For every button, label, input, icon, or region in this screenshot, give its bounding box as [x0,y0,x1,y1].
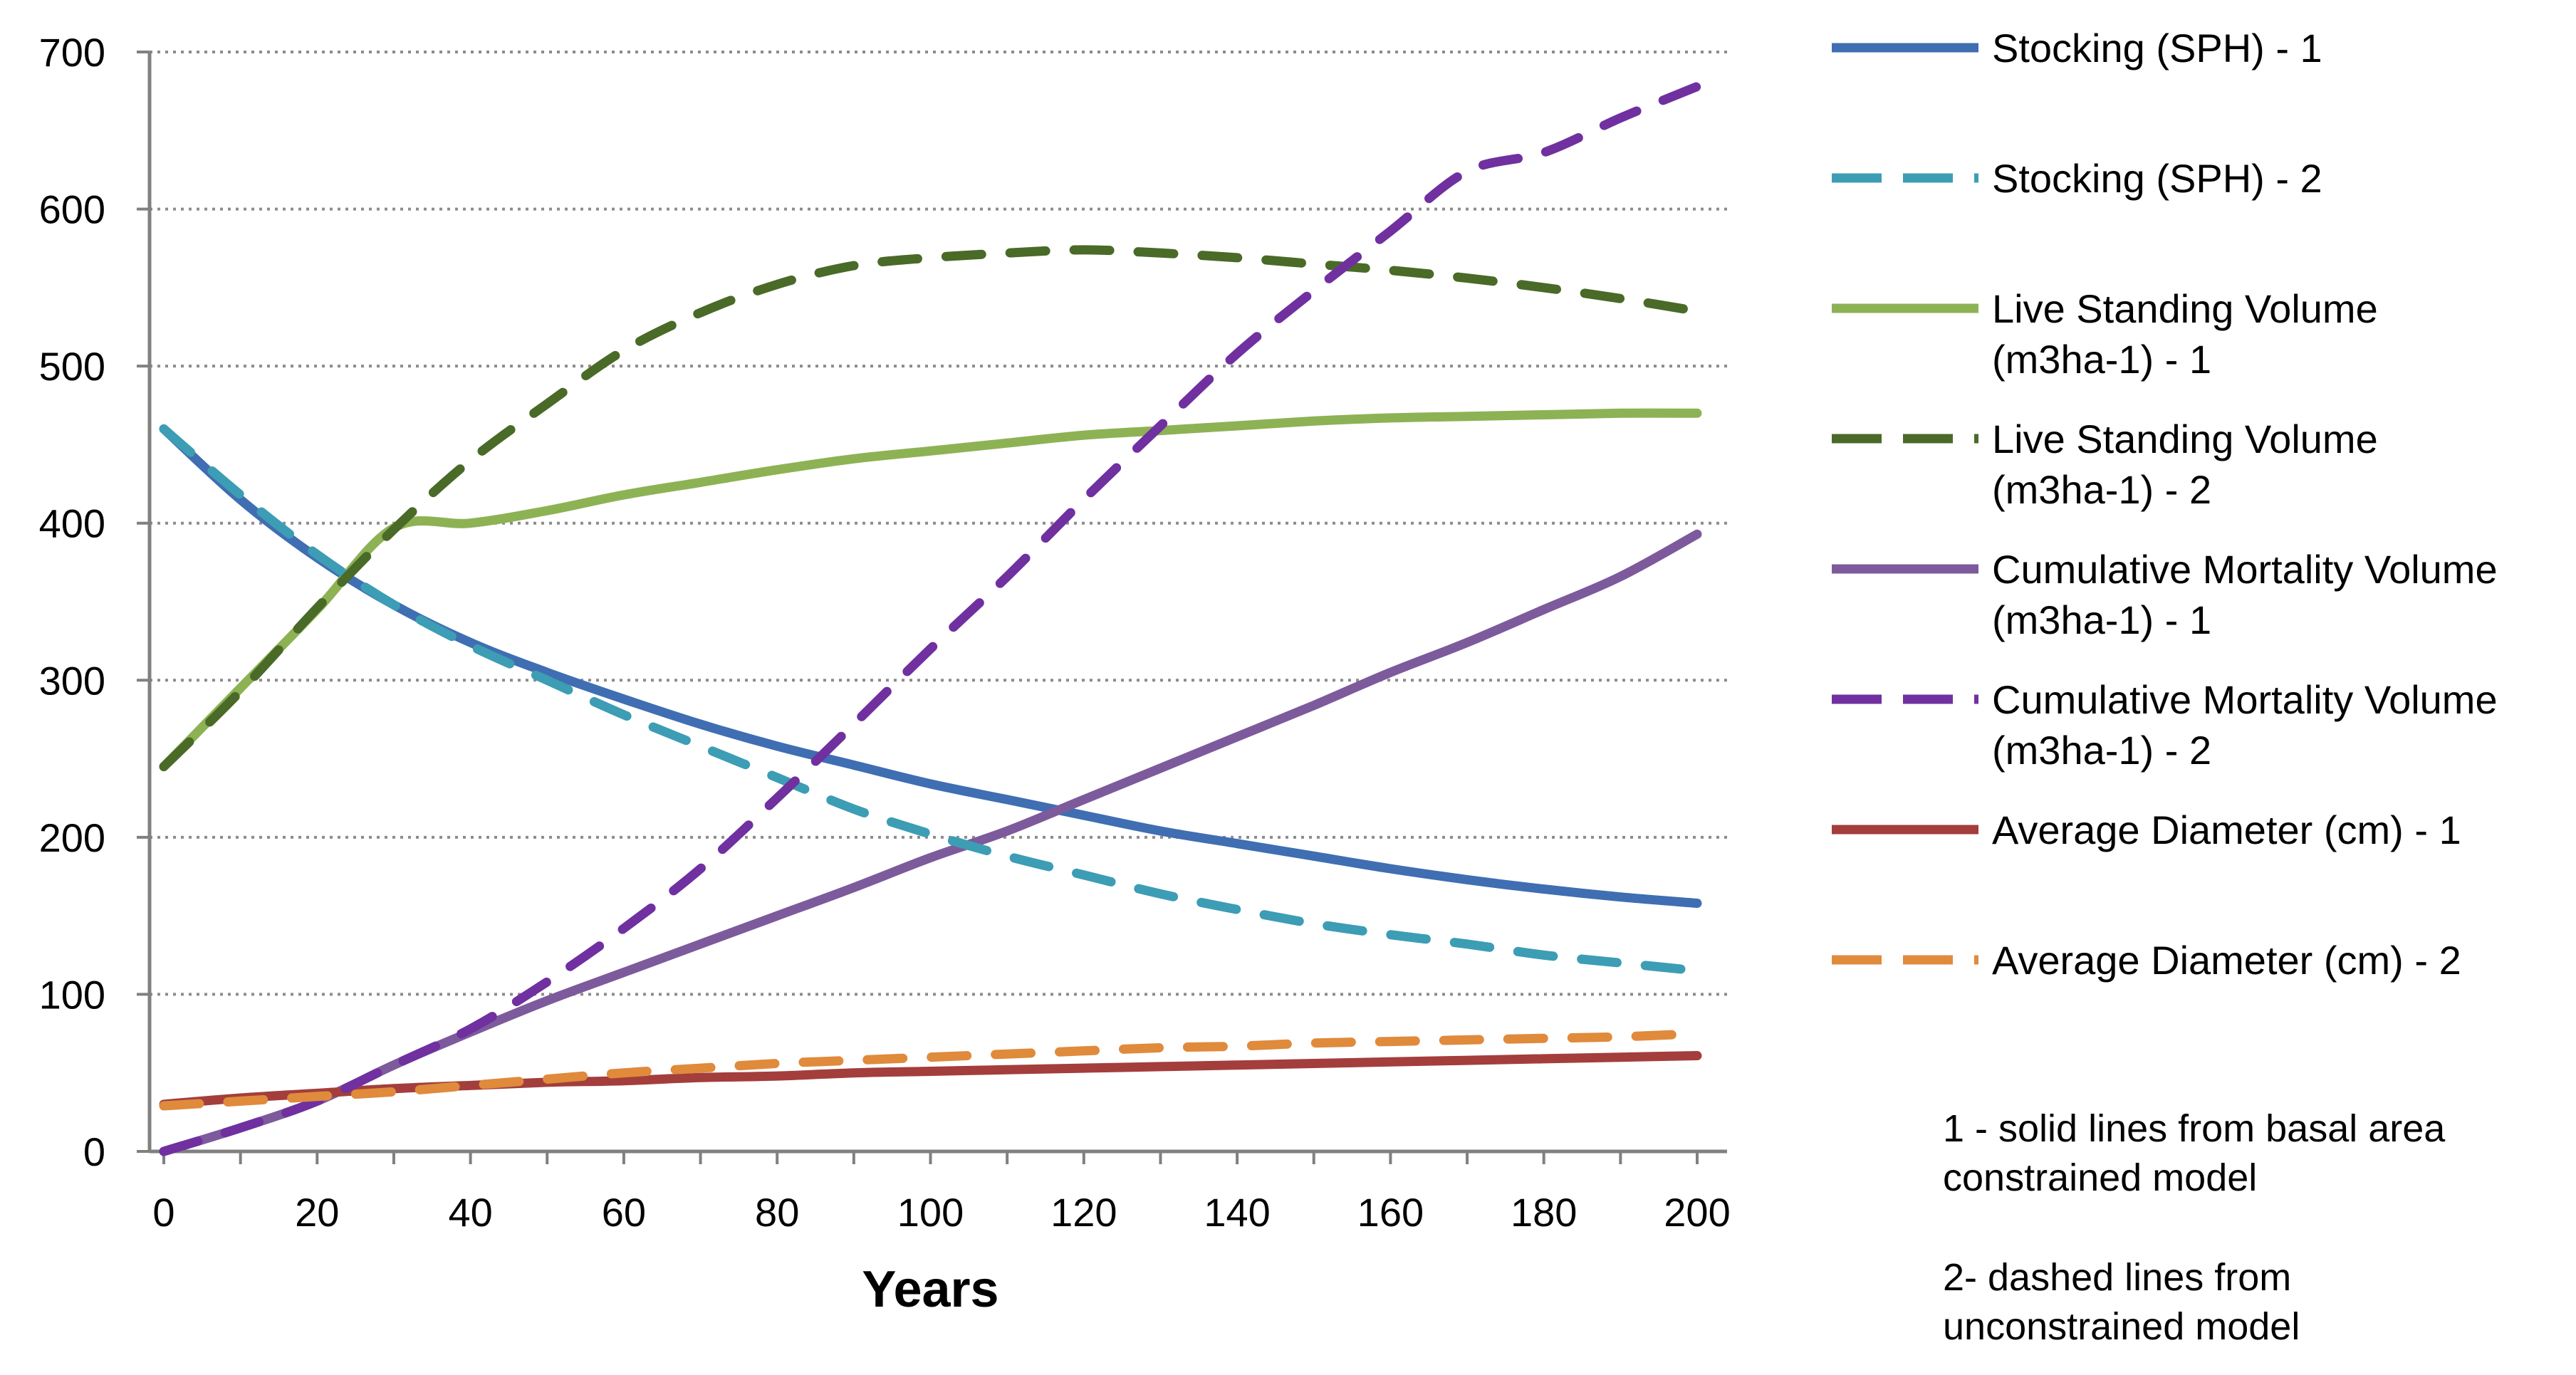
note-text: 2- dashed lines from [1943,1256,2291,1299]
legend-label: Average Diameter (cm) - 2 [1992,938,2461,983]
legend-label: Stocking (SPH) - 1 [1992,26,2322,70]
legend-label: (m3ha-1) - 1 [1992,337,2211,382]
legend-label: Cumulative Mortality Volume [1992,677,2498,722]
x-tick-label: 60 [602,1190,646,1235]
x-tick-label: 20 [295,1190,339,1235]
note-text: constrained model [1943,1156,2257,1199]
legend-item-average-diameter-cm-1: Average Diameter (cm) - 1 [1832,807,2461,852]
legend-label: Cumulative Mortality Volume [1992,547,2498,592]
series-line-live-standing-volume-m3ha-1-2 [159,245,1702,772]
x-tick-label: 180 [1511,1190,1577,1235]
legend-item-cumulative-mortality-volume-m3ha-1-1: Cumulative Mortality Volume (m3ha-1) - 1 [1832,547,2498,642]
y-tick-label: 500 [39,344,105,389]
legend-item-stocking-sph-2: Stocking (SPH) - 2 [1832,156,2322,201]
legend: Stocking (SPH) - 1 Stocking (SPH) - 2 Live… [1832,26,2498,983]
x-tick-label: 40 [448,1190,492,1235]
x-tick-label: 0 [152,1190,174,1235]
legend-item-live-standing-volume-m3ha-1-1: Live Standing Volume (m3ha-1) - 1 [1832,286,2378,382]
series-line-cumulative-mortality-volume-m3ha-1-2 [159,82,1702,1156]
series-line-live-standing-volume-m3ha-1-1 [159,408,1702,772]
legend-label: Live Standing Volume [1992,417,2378,461]
axes [147,52,1727,1154]
y-tick-label: 200 [39,815,105,860]
x-tick-label: 120 [1050,1190,1117,1235]
legend-item-cumulative-mortality-volume-m3ha-1-2: Cumulative Mortality Volume (m3ha-1) - 2 [1832,677,2498,773]
x-tick-label: 80 [755,1190,799,1235]
legend-notes: 1 - solid lines from basal area constrain… [1943,1107,2446,1348]
legend-label: (m3ha-1) - 1 [1992,597,2211,642]
y-tick-label: 600 [39,187,105,232]
y-tick-label: 400 [39,501,105,546]
x-tick-label: 100 [897,1190,964,1235]
legend-item-average-diameter-cm-2: Average Diameter (cm) - 2 [1832,938,2461,983]
legend-label: Average Diameter (cm) - 1 [1992,807,2461,852]
note-text: 1 - solid lines from basal area [1943,1107,2446,1150]
legend-item-live-standing-volume-m3ha-1-2: Live Standing Volume (m3ha-1) - 2 [1832,417,2378,512]
legend-label: (m3ha-1) - 2 [1992,728,2211,773]
legend-note-1: 1 - solid lines from basal area constrain… [1943,1107,2446,1199]
legend-label: (m3ha-1) - 2 [1992,467,2211,512]
x-tick-label: 200 [1664,1190,1730,1235]
x-tick-label: 140 [1204,1190,1270,1235]
y-tick-label: 100 [39,972,105,1017]
note-text: unconstrained model [1943,1305,2300,1348]
legend-item-stocking-sph-1: Stocking (SPH) - 1 [1832,26,2322,70]
y-tick-label: 700 [39,30,105,75]
y-tick-label: 0 [83,1129,105,1174]
legend-label: Live Standing Volume [1992,286,2378,331]
y-tick-label: 300 [39,658,105,703]
legend-note-2: 2- dashed lines from unconstrained model [1943,1256,2300,1348]
axis-ticks: 0 100 200 300 400 500 600 700 0 20 40 60 80 100 120 140… [39,30,1731,1235]
x-tick-label: 160 [1357,1190,1424,1235]
x-axis-title: Years [862,1261,998,1318]
legend-label: Stocking (SPH) - 2 [1992,156,2322,201]
series-line-stocking-sph-2 [159,424,1702,976]
data-series [159,82,1702,1156]
series-line-average-diameter-cm-2 [159,1029,1702,1111]
series-line-stocking-sph-1 [159,424,1702,908]
